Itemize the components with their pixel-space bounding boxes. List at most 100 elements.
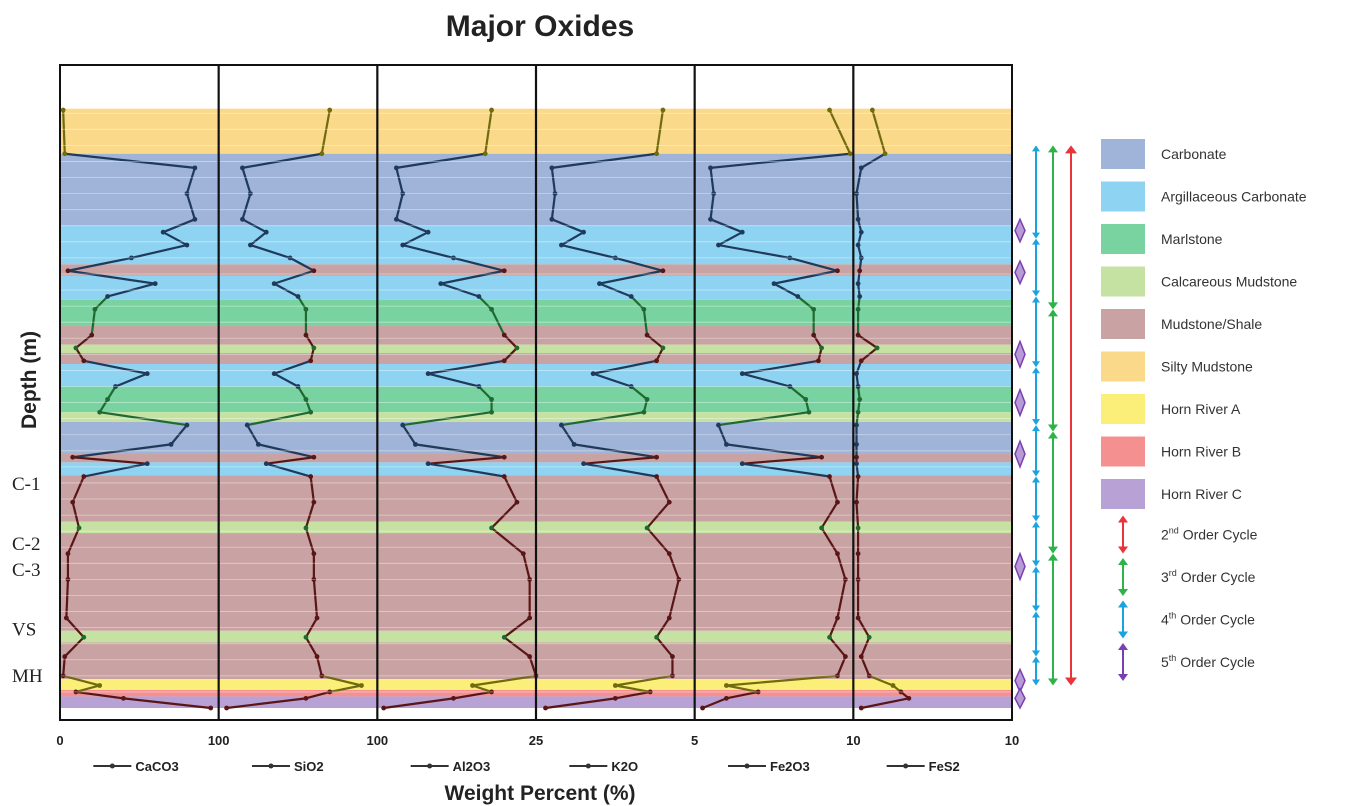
data-point-Fe2O3 [708,216,713,222]
series-segment-SiO2 [321,674,362,687]
data-point-Al2O3 [527,615,533,621]
depth-marker-vs: VS [12,620,36,641]
series-segment-K2O [592,372,632,388]
series-segment-Fe2O3 [773,282,799,298]
legend-arrow-cycle3-head [1118,558,1128,565]
cycle-3rd-arrow-head [1048,546,1058,554]
series-segment-SiO2 [320,109,331,154]
series-segment-SiO2 [305,690,331,700]
data-point-CaCO3 [70,499,76,505]
data-point-FeS2 [857,268,863,274]
series-segment-Fe2O3 [742,456,822,465]
data-point-CaCO3 [192,216,198,222]
cycle-4th-arrow-head [1032,476,1040,483]
data-point-K2O [666,551,672,557]
series-segment-Fe2O3 [789,385,807,401]
depth-marker-c-3: C-3 [12,560,41,581]
series-segment-SiO2 [297,295,307,310]
legend-arrow-cycle2-head [1118,546,1128,554]
data-point-Al2O3 [489,306,494,312]
series-segment-Fe2O3 [726,690,759,700]
series-segment-Fe2O3 [836,553,847,580]
data-point-Al2O3 [425,371,431,377]
y-axis-title: Depth (m) [18,331,41,429]
data-point-FeS2 [855,409,861,415]
series-segment-FeS2 [868,674,894,687]
series-name-CaCO3: CaCO3 [135,759,178,774]
data-point-Fe2O3 [716,242,721,248]
series-segment-CaCO3 [83,462,148,478]
data-point-Al2O3 [400,242,406,248]
series-segment-FeS2 [857,334,878,349]
series-segment-CaCO3 [66,527,81,555]
series-segment-Fe2O3 [742,359,819,375]
series-segment-CaCO3 [98,398,109,413]
legend-label-mudstone: Mudstone/Shale [1161,316,1262,332]
series-segment-FeS2 [861,697,910,710]
cycle-4th-arrow-head [1032,361,1040,368]
series-segment-CaCO3 [75,690,124,700]
series-segment-K2O [642,309,649,336]
series-segment-CaCO3 [75,334,93,349]
data-point-K2O [644,332,650,338]
legend-swatch-hornA [1101,394,1145,424]
data-point-Fe2O3 [787,384,793,389]
data-point-Al2O3 [393,216,399,222]
series-segment-Al2O3 [503,617,531,639]
series-segment-CaCO3 [83,359,148,375]
legend-arrow-cycle3-head [1118,589,1128,596]
series-segment-Fe2O3 [726,684,759,694]
data-point-Al2O3 [489,396,494,402]
series-segment-Fe2O3 [709,193,715,220]
data-point-Al2O3 [520,551,526,557]
data-point-Fe2O3 [847,151,853,157]
cycle-2nd-arrow-head [1065,677,1077,686]
series-segment-CaCO3 [170,424,188,446]
series-segment-Fe2O3 [789,256,838,272]
data-point-K2O [628,294,634,299]
series-segment-FeS2 [860,152,886,169]
series-segment-CaCO3 [62,656,66,676]
series-segment-K2O [560,231,585,246]
series-segment-SiO2 [289,256,315,272]
cycle-4th-arrow-head [1032,650,1040,657]
data-point-SiO2 [295,384,301,389]
series-segment-Al2O3 [503,334,518,349]
data-point-Al2O3 [514,499,520,505]
data-point-Fe2O3 [708,165,713,171]
series-segment-Al2O3 [440,282,480,298]
cycle-3rd-arrow-head [1048,678,1058,686]
data-point-Fe2O3 [755,689,761,695]
data-point-CaCO3 [113,384,118,389]
series-segment-K2O [561,243,616,259]
data-point-FeS2 [858,255,864,261]
data-point-K2O [654,454,659,460]
data-point-SiO2 [327,107,333,113]
data-point-FeS2 [854,191,859,197]
series-segment-CaCO3 [90,309,96,336]
series-segment-K2O [599,282,632,298]
data-point-SiO2 [359,683,364,688]
cycle-arrows [1014,145,1077,710]
data-point-Al2O3 [514,345,520,351]
data-point-Al2O3 [400,191,406,197]
series-segment-K2O [646,527,671,555]
series-segment-SiO2 [329,684,362,694]
series-segment-K2O [550,193,557,220]
legend-swatch-argillaceous [1101,181,1145,212]
data-point-SiO2 [244,422,250,428]
series-segment-Al2O3 [453,690,492,700]
data-point-Fe2O3 [811,306,817,312]
data-point-CaCO3 [184,422,190,428]
cycle-4th-arrow-head [1032,566,1040,573]
series-segment-CaCO3 [67,256,132,272]
series-segment-Fe2O3 [828,109,852,155]
series-segment-Fe2O3 [812,334,823,349]
data-point-K2O [581,229,586,235]
data-point-Fe2O3 [724,683,729,688]
data-point-FeS2 [898,689,904,695]
legend-label-hornC: Horn River C [1161,486,1242,502]
legend-label-cycle5: 5th Order Cycle [1161,653,1255,670]
data-point-CaCO3 [152,281,158,287]
series-segment-Fe2O3 [741,372,791,388]
